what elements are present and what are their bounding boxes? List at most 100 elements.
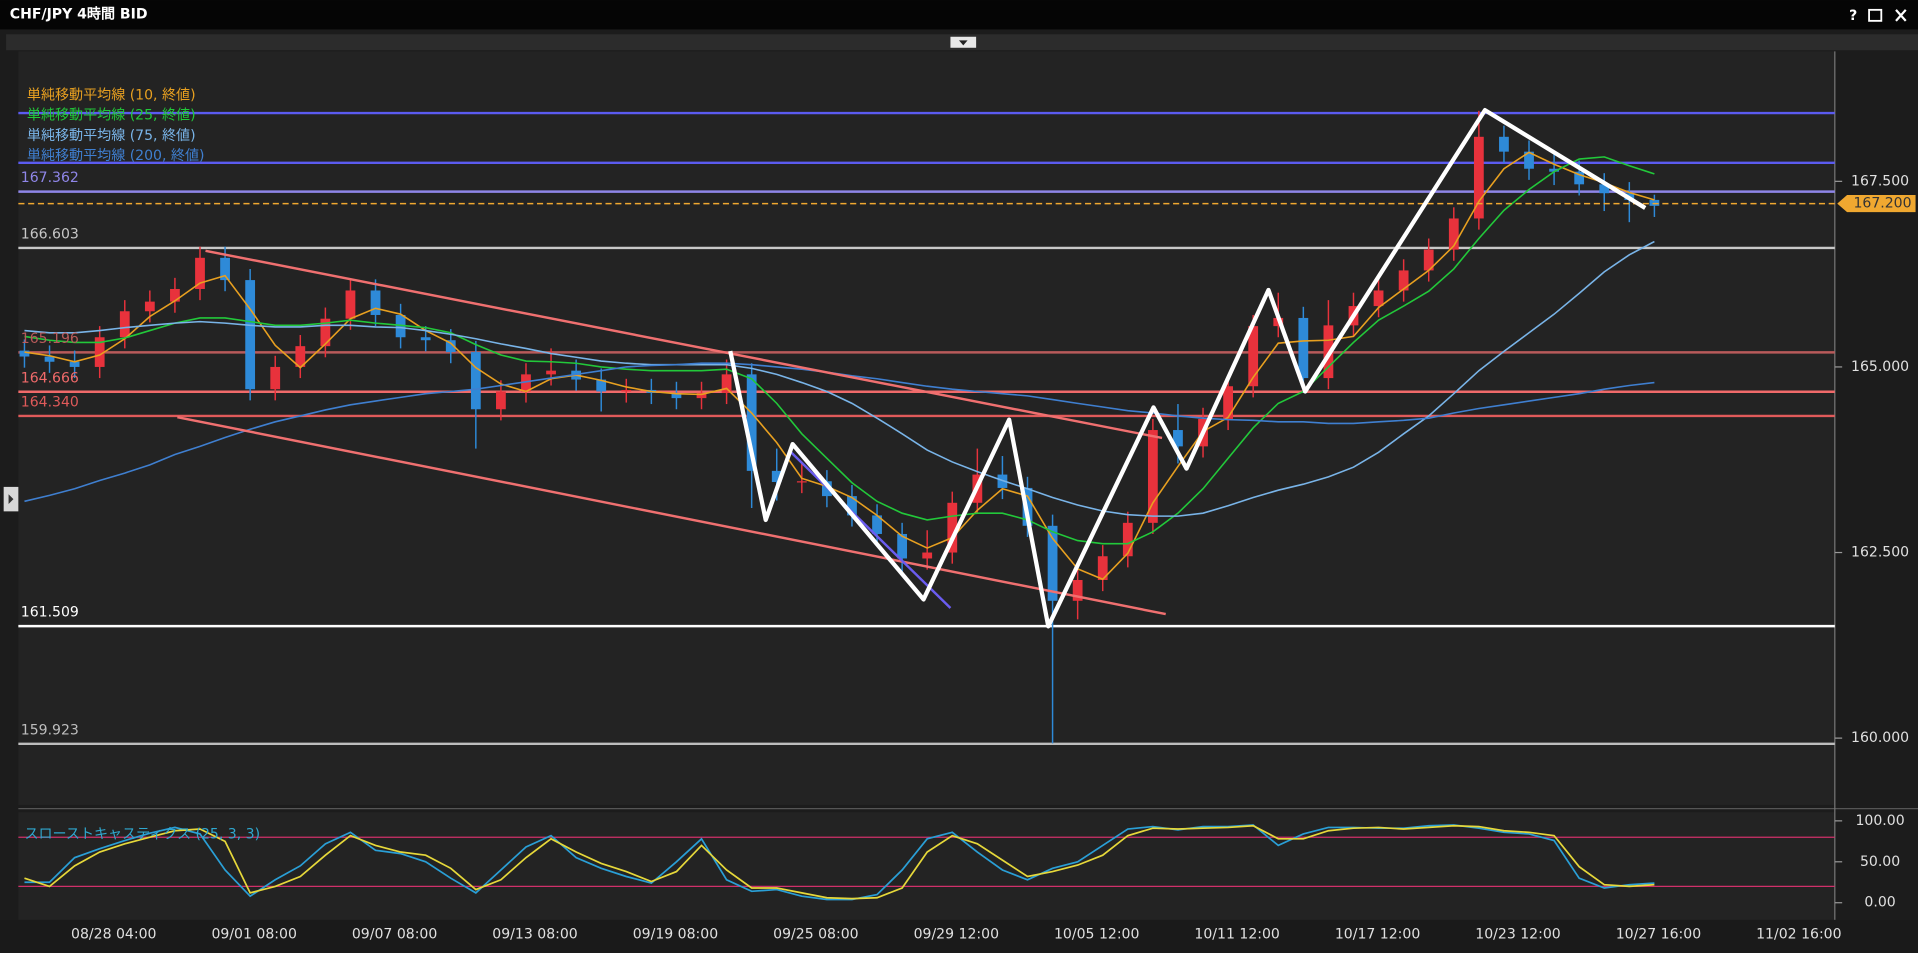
candle-body (947, 502, 958, 553)
y-tick-label: 100.00 (1856, 813, 1905, 829)
candle-body (19, 350, 30, 357)
help-button[interactable]: ? (1849, 8, 1857, 24)
candle-body (345, 290, 356, 319)
legend-entry: 単純移動平均線 (25, 終値) (27, 108, 196, 124)
candle-body (1147, 430, 1158, 523)
x-tick-label: 10/17 12:00 (1335, 927, 1420, 943)
y-tick-label: 167.500 (1851, 173, 1909, 189)
candle-body (1097, 556, 1108, 580)
current-price-label: 167.200 (1853, 196, 1911, 212)
y-tick-label: 165.000 (1851, 359, 1909, 375)
candle-body (94, 337, 105, 367)
candle-body (1298, 317, 1309, 379)
candle-body (1373, 290, 1384, 307)
x-tick-label: 08/28 04:00 (71, 927, 156, 943)
legend-entry: 単純移動平均線 (10, 終値) (27, 87, 196, 103)
level-label: 159.923 (21, 722, 79, 738)
y-tick-label: 162.500 (1851, 545, 1909, 561)
collapse-arrow (959, 40, 968, 46)
y-tick-label: 160.000 (1851, 730, 1909, 746)
candle-body (119, 311, 130, 338)
x-tick-label: 09/13 08:00 (492, 927, 577, 943)
candle-body (195, 257, 205, 289)
candle-body (1072, 579, 1083, 601)
candle-body (796, 481, 807, 483)
candle-body (521, 374, 531, 392)
x-tick-label: 10/27 16:00 (1616, 927, 1701, 943)
moving-average-line (24, 156, 1655, 545)
channel-upper-line (205, 249, 1163, 440)
close-button[interactable] (1895, 9, 1907, 22)
candle-body (270, 366, 281, 390)
user-drawings (177, 108, 1647, 629)
level-label: 164.340 (21, 394, 79, 410)
candle-body (621, 389, 632, 392)
candle-body (1448, 218, 1459, 250)
x-tick-label: 09/07 08:00 (352, 927, 437, 943)
candle-body (245, 280, 256, 390)
candle-body (1223, 386, 1233, 419)
level-label: 161.509 (21, 605, 79, 621)
candle-body (1524, 151, 1534, 169)
candle-body (1173, 430, 1183, 447)
candle-body (771, 470, 782, 483)
indicator-title: スローストキャスティクス (25, 3, 3) (24, 826, 260, 842)
title-bar (0, 0, 1918, 30)
x-tick-label: 10/11 12:00 (1194, 927, 1279, 943)
side-panel-arrow (8, 494, 14, 505)
candle-body (1473, 136, 1484, 219)
candle-body (320, 318, 331, 347)
level-label: 165.196 (21, 331, 79, 347)
candle-body (721, 374, 732, 393)
candle-body (470, 352, 481, 410)
current-price-tag (1837, 195, 1916, 213)
candle-body (170, 288, 180, 302)
x-tick-label: 09/29 12:00 (914, 927, 999, 943)
candle-body (295, 346, 306, 367)
window-title: CHF/JPY 4時間 BID (10, 6, 148, 23)
zigzag-drawing (728, 108, 1647, 629)
candle-body (847, 496, 857, 516)
candle-body (1248, 326, 1259, 387)
candle-body (1047, 525, 1058, 601)
x-tick-label: 11/02 16:00 (1756, 927, 1841, 943)
candle-body (872, 515, 882, 534)
candle-body (69, 361, 80, 367)
x-tick-label: 09/19 08:00 (633, 927, 718, 943)
y-tick-label: 50.00 (1860, 854, 1900, 870)
moving-average-line (24, 240, 1655, 517)
candle-body (220, 257, 230, 281)
channel-lower-line (177, 415, 1166, 616)
level-label: 167.362 (21, 170, 79, 186)
candle-body (671, 392, 682, 399)
candle-body (1599, 184, 1610, 194)
candle-body (897, 533, 908, 559)
candle-body (370, 290, 381, 315)
candle-body (144, 301, 155, 312)
x-tick-label: 09/01 08:00 (211, 927, 296, 943)
wedge-line (788, 449, 952, 609)
candle-body (496, 391, 506, 410)
legend-entry: 単純移動平均線 (200, 終値) (27, 148, 205, 164)
candle-body (445, 340, 456, 353)
y-tick-label: 0.00 (1864, 895, 1895, 911)
oscillator-line (24, 824, 1655, 900)
candle-body (1499, 136, 1509, 152)
x-tick-label: 09/25 08:00 (773, 927, 858, 943)
candle-body (746, 374, 757, 471)
maximize-button[interactable] (1868, 8, 1883, 22)
x-tick-label: 10/05 12:00 (1054, 927, 1139, 943)
level-label: 164.666 (21, 370, 79, 386)
candle-body (1574, 171, 1585, 185)
candle-body (1423, 249, 1434, 271)
candle-body (1649, 199, 1660, 206)
candle-body (44, 356, 55, 362)
moving-average-line (24, 151, 1655, 581)
price-plot-area (18, 51, 1835, 805)
candle-body (696, 392, 707, 399)
candle-body (1398, 270, 1409, 291)
candle-body (420, 337, 431, 341)
candle-body (1122, 522, 1133, 557)
